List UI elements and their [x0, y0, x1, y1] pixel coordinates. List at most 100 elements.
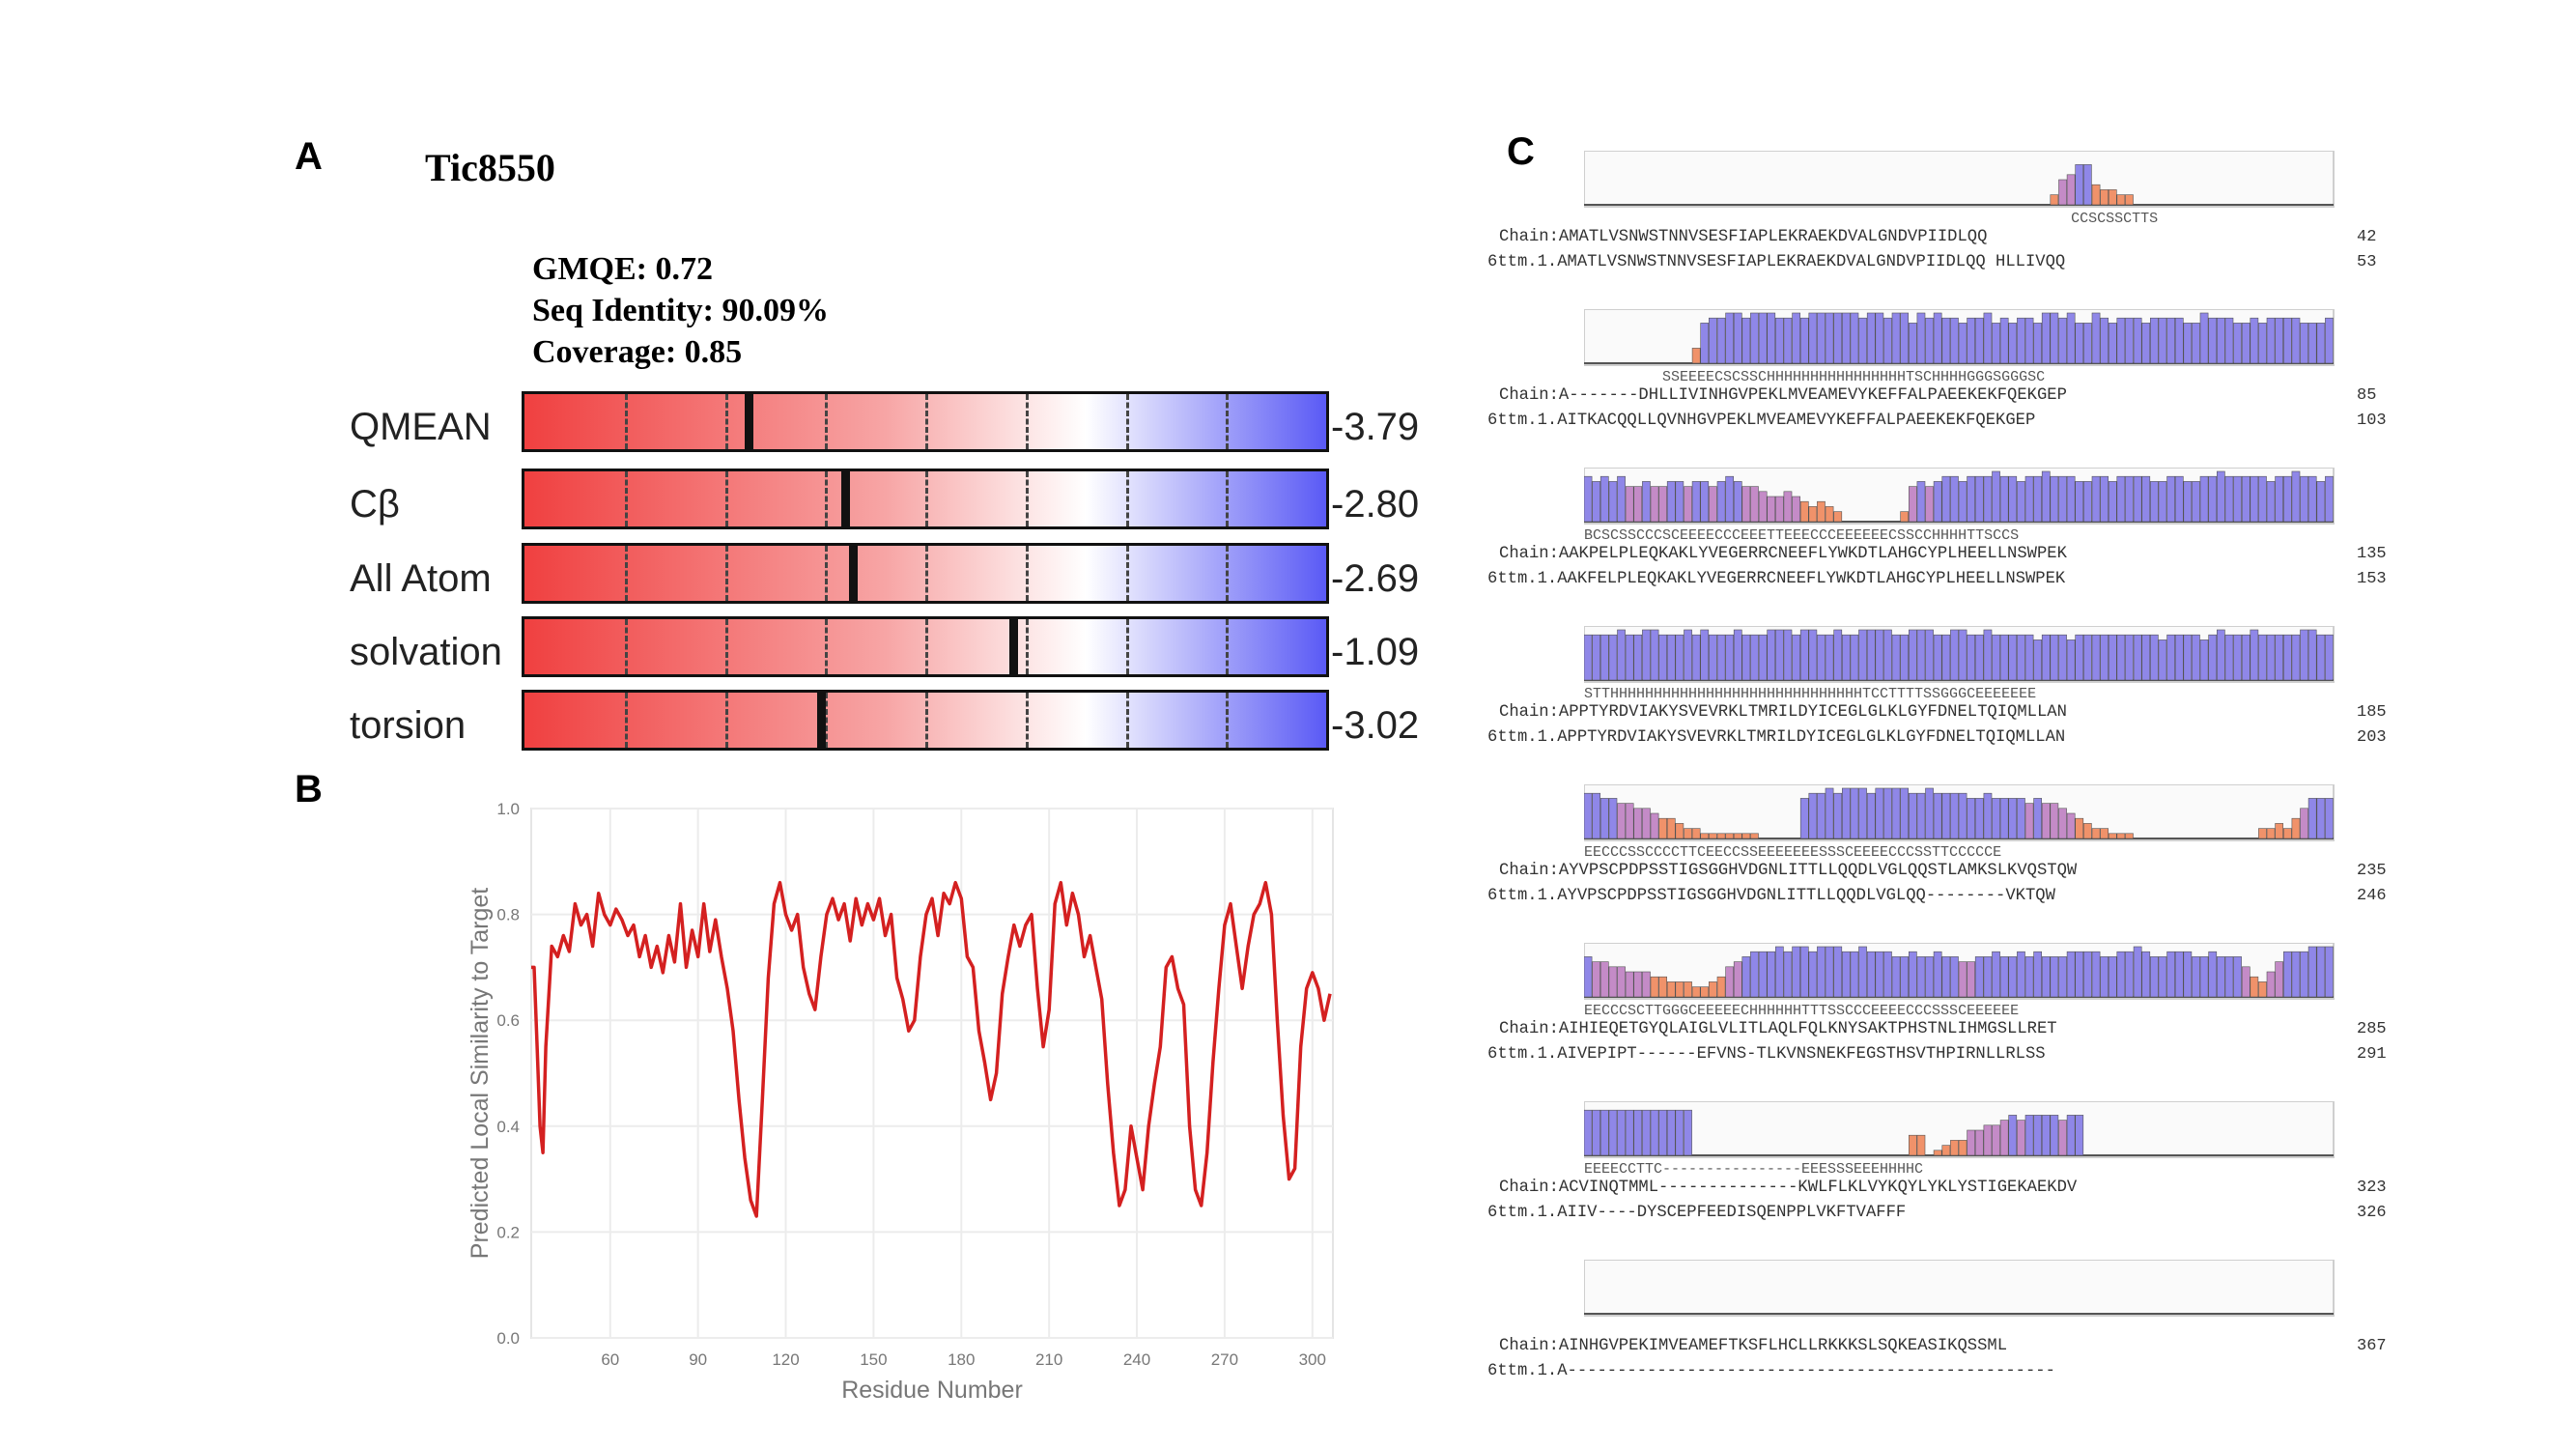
profile-bar [1908, 486, 1917, 523]
profile-bar [2108, 189, 2117, 206]
metric-marker [849, 546, 859, 601]
profile-bar [1916, 481, 1926, 523]
profile-bar [1625, 1109, 1634, 1156]
profile-bar [1599, 961, 1609, 998]
query-sequence: Chain:APPTYRDVIAKYSVEVRKLTMRILDYICEGLGLK… [1499, 703, 2067, 722]
x-tick-label: 60 [601, 1350, 619, 1369]
profile-bar [2149, 317, 2159, 364]
bar-tick [1025, 546, 1029, 601]
profile-bar [1750, 312, 1759, 364]
profile-bar [2325, 798, 2334, 839]
template-sequence: 6ttm.1.AMATLVSNWSTNNVSESFIAPLEKRAEKDVALG… [1487, 253, 2066, 271]
profile-bar [1983, 312, 1993, 364]
profile-bar [2141, 475, 2151, 523]
profile-bar [1608, 966, 1618, 998]
template-residue-number: 326 [2357, 1204, 2387, 1222]
profile-bar [2158, 639, 2167, 681]
profile-bar [1741, 317, 1751, 364]
metric-label: solvation [350, 631, 502, 673]
profile-bar [2266, 828, 2276, 839]
profile-bar [2100, 189, 2109, 206]
profile-bar [1783, 317, 1793, 364]
profile-bar [1916, 792, 1926, 839]
profile-bar [2224, 317, 2234, 364]
profile-bar [1792, 496, 1801, 523]
profile-bar [2316, 481, 2326, 523]
profile-bar [2058, 956, 2067, 998]
x-tick-label: 180 [948, 1350, 975, 1369]
profile-bar [1650, 976, 1659, 998]
profile-bar [2166, 317, 2175, 364]
bar-tick [825, 471, 829, 526]
profile-bar [2258, 475, 2267, 523]
profile-bar [2066, 951, 2076, 998]
profile-bar [1675, 634, 1684, 681]
profile-bar [2183, 323, 2193, 364]
profile-bar [2291, 317, 2301, 364]
profile-bar [2033, 639, 2043, 681]
query-sequence: Chain:AIHIEQETGYQLAIGLVLITLAQLFQLKNYSAKT… [1499, 1020, 2057, 1038]
profile-bar [1916, 312, 1926, 364]
alignment-block: EECCCSSCCCCTTCEECCSSEEEEEEESSSCEEEECCCSS… [1487, 779, 2424, 937]
profile-bar [1983, 629, 1993, 681]
profile-bar [2141, 323, 2151, 364]
profile-bar [1584, 956, 1593, 998]
bar-tick [1226, 619, 1230, 674]
profile-bar [1992, 470, 2000, 523]
profile-bar [2058, 317, 2067, 364]
profile-bar [2024, 956, 2034, 998]
profile-bar [2066, 639, 2076, 681]
profile-bar [1883, 317, 1892, 364]
profile-bar [2017, 1120, 2025, 1156]
profile-bar [2241, 966, 2250, 998]
profile-bar [1758, 634, 1768, 681]
profile-bar [2174, 951, 2184, 998]
profile-bar [1983, 792, 1993, 839]
profile-bar [1741, 833, 1751, 839]
x-tick-label: 270 [1211, 1350, 1238, 1369]
profile-bar [1650, 1109, 1659, 1156]
profile-bar [1833, 792, 1843, 839]
profile-bar [1967, 1129, 1976, 1156]
gmqe-text: GMQE: 0.72 [532, 251, 713, 287]
profile-bar [2141, 634, 2151, 681]
profile-bar [1700, 833, 1710, 839]
profile-bar [1799, 946, 1809, 998]
profile-bar [2108, 956, 2117, 998]
profile-bar [2199, 639, 2209, 681]
profile-bar [2041, 1115, 2051, 1156]
metric-bar [522, 690, 1329, 751]
profile-bar [2216, 629, 2225, 681]
profile-bar [2250, 317, 2259, 364]
secondary-structure: EECCCSSCCCCTTCEECCSSEEEEEEESSSCEEEECCCSS… [1584, 844, 2002, 861]
profile-bar [2024, 317, 2034, 364]
profile-bar [1584, 475, 1593, 523]
query-sequence: Chain:AMATLVSNWSTNNVSESFIAPLEKRAEKDVALGN… [1499, 228, 1988, 246]
profile-bar [1817, 792, 1826, 839]
profile-bar [1841, 634, 1851, 681]
profile-bar [1933, 312, 1942, 364]
profile-bar [1933, 792, 1942, 839]
profile-bar [2174, 475, 2184, 523]
profile-bar [2325, 946, 2334, 998]
profile-bar [2325, 317, 2334, 364]
profile-bar [2282, 475, 2292, 523]
y-tick-label: 0.8 [496, 906, 520, 924]
query-residue-number: 367 [2357, 1337, 2387, 1355]
profile-bar [1817, 500, 1826, 523]
profile-bar [2233, 956, 2242, 998]
profile-bar [1666, 481, 1676, 523]
profile-bar [2174, 634, 2184, 681]
profile-bar [1767, 312, 1776, 364]
profile-bar [2008, 956, 2018, 998]
panel-label-b: B [295, 768, 323, 810]
profile-bar [2125, 951, 2134, 998]
profile-bar [2149, 956, 2159, 998]
profile-bar [1716, 634, 1726, 681]
profile-bar [2258, 323, 2267, 364]
bar-tick [925, 394, 928, 449]
profile-bar [1933, 1150, 1942, 1156]
profile-bar [2091, 184, 2101, 206]
profile-bar [2233, 323, 2242, 364]
profile-bar [1642, 481, 1651, 523]
